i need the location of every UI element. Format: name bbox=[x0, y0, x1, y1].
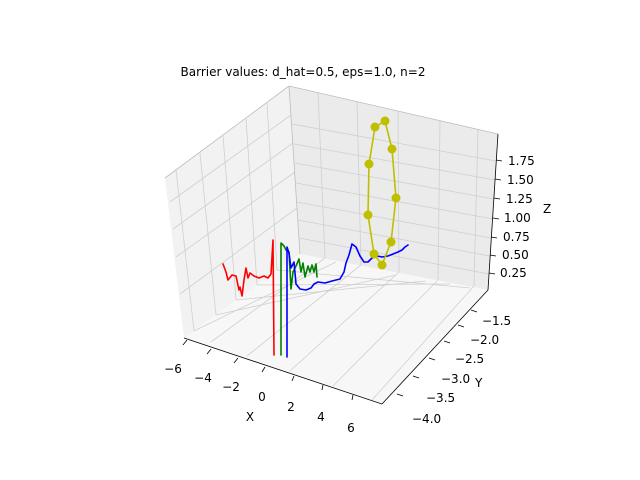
y-tick-label: −2.5 bbox=[455, 352, 484, 366]
pane-edges bbox=[164, 85, 499, 255]
series-yellow-point bbox=[370, 122, 380, 132]
grid-line bbox=[179, 207, 298, 295]
x-tick-mark bbox=[206, 348, 212, 355]
grid-line bbox=[245, 118, 258, 286]
z-ticks: 0.25 0.50 0.75 1.00 1.25 1.50 1.75 bbox=[488, 154, 535, 280]
series-yellow-line bbox=[367, 120, 397, 266]
z-tick-label: 1.75 bbox=[508, 154, 535, 168]
grid-line bbox=[293, 143, 496, 181]
x-tick-label: 2 bbox=[287, 400, 295, 414]
z-tick-mark bbox=[488, 272, 496, 275]
y-tick-label: −1.5 bbox=[482, 314, 511, 328]
y-tick-label: −4.0 bbox=[412, 412, 441, 426]
z-tick-label: 1.00 bbox=[504, 211, 531, 225]
y-axis-line bbox=[381, 289, 489, 405]
x-tick-mark bbox=[351, 394, 354, 401]
z-tick-label: 1.50 bbox=[507, 173, 534, 187]
z-tick-label: 0.75 bbox=[503, 230, 530, 244]
pane-right bbox=[289, 86, 498, 290]
y-tick-mark bbox=[443, 340, 451, 344]
series-yellow-point bbox=[363, 210, 373, 220]
grid-line bbox=[297, 219, 491, 257]
x-tick-label: 6 bbox=[347, 421, 355, 435]
series-yellow-point bbox=[380, 116, 390, 126]
series-yellow-point bbox=[364, 159, 374, 169]
pane-left bbox=[165, 86, 300, 338]
y-tick-mark bbox=[457, 324, 465, 328]
series-yellow-point bbox=[386, 237, 396, 247]
x-tick-label: −2 bbox=[222, 380, 240, 394]
grid-line bbox=[222, 135, 237, 301]
grid-line bbox=[371, 285, 475, 401]
z-tick-mark bbox=[495, 159, 503, 162]
z-tick-mark bbox=[490, 236, 498, 239]
x-tick-mark bbox=[261, 366, 266, 373]
z-tick-mark bbox=[492, 217, 500, 220]
y-tick-label: −3.5 bbox=[426, 391, 455, 405]
z-tick-label: 0.50 bbox=[502, 248, 529, 262]
grid-line bbox=[175, 171, 296, 258]
y-ticks: −1.5 −2.0 −2.5 −3.0 −3.5 −4.0 bbox=[396, 309, 511, 426]
y-tick-mark bbox=[470, 309, 478, 313]
z-tick-mark bbox=[493, 197, 501, 200]
grid-line bbox=[437, 120, 441, 281]
x-tick-label: 4 bbox=[317, 410, 325, 424]
grid-line bbox=[276, 269, 471, 289]
grid-line bbox=[172, 142, 294, 230]
grid-line bbox=[169, 114, 292, 203]
z-tick-mark bbox=[494, 178, 502, 181]
y-tick-mark bbox=[412, 375, 420, 379]
y-tick-mark bbox=[428, 357, 436, 361]
series-yellow-point bbox=[369, 249, 379, 259]
chart-title: Barrier values: d_hat=0.5, eps=1.0, n=2 bbox=[181, 65, 426, 79]
pane-edge bbox=[164, 85, 290, 179]
series-green-line bbox=[280, 242, 318, 356]
x-tick-mark bbox=[291, 375, 295, 382]
series-yellow-point bbox=[387, 144, 397, 154]
x-axis-line bbox=[183, 337, 383, 405]
y-tick-mark bbox=[396, 393, 404, 397]
z-tick-label: 1.25 bbox=[506, 192, 533, 206]
grid-line bbox=[473, 128, 479, 287]
pane-edge bbox=[288, 85, 301, 255]
z-tick-mark bbox=[489, 254, 497, 257]
grid-line bbox=[289, 271, 400, 372]
grid-line bbox=[298, 237, 490, 275]
series-yellow-point bbox=[391, 193, 401, 203]
x-tick-label: −4 bbox=[194, 371, 212, 385]
x-ticks: −6 −4 −2 0 2 4 6 bbox=[164, 339, 355, 435]
pane-edge bbox=[288, 85, 499, 135]
y-axis-label: Y bbox=[474, 376, 483, 390]
y-tick-label: −2.0 bbox=[470, 333, 499, 347]
grid-line bbox=[291, 123, 497, 162]
x-tick-mark bbox=[321, 384, 324, 391]
series-yellow-markers bbox=[363, 116, 401, 270]
series-yellow-point bbox=[377, 260, 387, 270]
z-axis-label: Z bbox=[543, 202, 551, 216]
x-tick-label: 0 bbox=[258, 390, 266, 404]
grid-line bbox=[215, 274, 397, 316]
x-tick-mark bbox=[233, 357, 239, 364]
grid-line bbox=[356, 101, 362, 266]
grid-line bbox=[246, 264, 362, 357]
grid-line bbox=[317, 91, 326, 259]
series-red-line bbox=[222, 239, 275, 356]
grid-line bbox=[332, 279, 439, 387]
y-tick-label: −3.0 bbox=[441, 372, 470, 386]
series-layer bbox=[222, 116, 409, 358]
x-axis-label: X bbox=[246, 410, 254, 424]
x-tick-label: −6 bbox=[164, 362, 182, 376]
grid-line bbox=[397, 110, 400, 273]
x-tick-mark bbox=[182, 339, 188, 346]
series-blue-line bbox=[286, 243, 409, 358]
z-tick-label: 0.25 bbox=[500, 266, 527, 280]
